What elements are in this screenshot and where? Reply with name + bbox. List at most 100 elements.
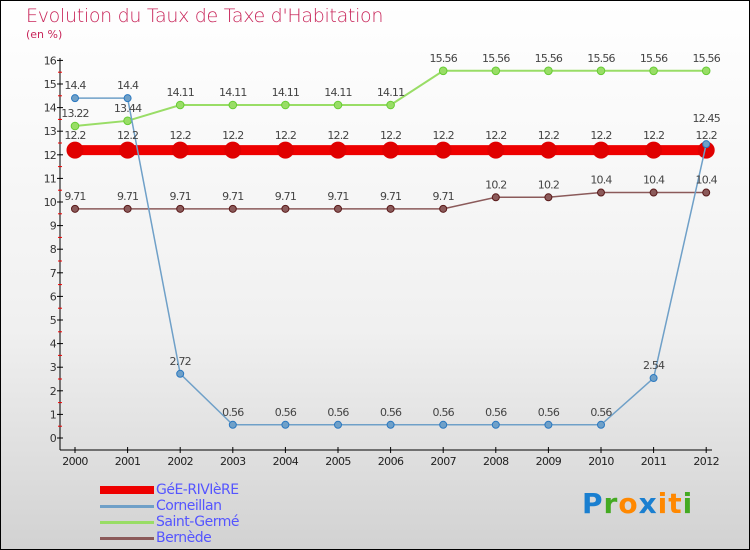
data-label: 10.4 — [590, 174, 612, 187]
x-tick-label: 2004 — [273, 455, 299, 468]
data-label: 12.2 — [117, 129, 138, 142]
data-point — [171, 141, 189, 159]
data-point — [281, 100, 290, 110]
data-point — [649, 188, 658, 197]
data-point — [70, 121, 80, 131]
data-label: 14.11 — [272, 86, 300, 99]
y-tick-label: 15 — [44, 78, 57, 91]
y-tick-label: 1 — [50, 408, 56, 421]
logo-letter: o — [618, 487, 639, 520]
data-point — [123, 204, 132, 213]
x-tick-label: 2007 — [430, 455, 456, 468]
x-tick-label: 2003 — [220, 455, 246, 468]
y-tick-label: 8 — [50, 243, 57, 256]
data-label: 12.2 — [222, 129, 243, 142]
data-point — [386, 204, 395, 213]
x-tick-label: 2001 — [115, 455, 141, 468]
data-point — [438, 66, 448, 76]
data-label: 14.11 — [377, 86, 405, 99]
proxiti-logo: Proxiti — [582, 487, 693, 520]
y-tick-label: 14 — [44, 102, 57, 115]
y-tick-label: 16 — [44, 54, 57, 67]
legend-item: Bernède — [100, 530, 239, 546]
y-tick-label: 9 — [50, 220, 57, 233]
data-label: 15.56 — [692, 52, 720, 65]
data-point — [701, 66, 711, 76]
data-point — [597, 188, 605, 197]
data-point — [175, 100, 185, 110]
data-point — [649, 66, 658, 76]
data-label: 12.45 — [692, 112, 720, 125]
series-bern-de — [71, 188, 711, 213]
x-tick-label: 2006 — [378, 455, 404, 468]
data-label: 15.56 — [482, 52, 510, 65]
data-point — [334, 420, 342, 429]
series-saint-germ- — [70, 66, 711, 131]
data-point — [276, 141, 294, 159]
data-label: 12.2 — [643, 129, 664, 142]
data-point — [649, 374, 658, 383]
data-point — [228, 420, 237, 429]
data-point — [386, 420, 395, 429]
data-label: 2.54 — [643, 359, 665, 372]
data-point — [71, 204, 79, 213]
data-point — [596, 66, 606, 76]
data-label: 12.2 — [590, 129, 611, 142]
data-label: 12.2 — [170, 129, 191, 142]
data-label: 14.4 — [117, 79, 139, 92]
data-label: 14.4 — [64, 79, 86, 92]
data-label: 9.71 — [170, 190, 191, 203]
data-point — [434, 141, 452, 159]
data-point — [329, 141, 347, 159]
data-label: 0.56 — [222, 406, 244, 419]
data-point — [281, 420, 290, 429]
data-label: 0.56 — [590, 406, 612, 419]
data-label: 9.71 — [275, 190, 296, 203]
data-label: 12.2 — [433, 129, 454, 142]
data-label: 10.2 — [538, 178, 559, 191]
data-label: 0.56 — [275, 406, 297, 419]
data-label: 12.2 — [275, 129, 296, 142]
data-point — [592, 141, 610, 159]
legend-label: Bernède — [156, 530, 212, 546]
data-label: 12.2 — [327, 129, 348, 142]
legend: GéE-RIVIèRE Corneillan Saint-Germé Bernède — [100, 482, 240, 546]
x-tick-label: 2010 — [588, 455, 614, 468]
data-label: 15.56 — [429, 52, 457, 65]
logo-letter: P — [582, 487, 604, 520]
chart-title: Evolution du Taux de Taxe d'Habitation — [26, 5, 384, 27]
legend-swatch — [100, 504, 154, 508]
data-label: 9.71 — [64, 190, 85, 203]
data-point — [224, 141, 242, 159]
data-point — [539, 141, 557, 159]
data-point — [176, 369, 185, 378]
data-label: 9.71 — [380, 190, 401, 203]
data-point — [382, 141, 400, 159]
y-tick-label: 13 — [44, 125, 57, 138]
data-label: 0.56 — [380, 406, 402, 419]
data-point — [491, 420, 500, 429]
data-point — [228, 204, 237, 213]
legend-label: Saint-Germé — [156, 514, 240, 530]
data-point — [281, 204, 290, 213]
y-tick-label: 12 — [44, 149, 56, 162]
data-label: 15.56 — [535, 52, 563, 65]
data-point — [439, 204, 448, 213]
legend-swatch — [100, 520, 154, 524]
logo-letter: i — [657, 487, 669, 520]
data-label: 15.56 — [587, 52, 615, 65]
logo-letter: x — [638, 487, 658, 520]
data-label: 12.2 — [380, 129, 401, 142]
legend-item: Saint-Germé — [100, 514, 240, 530]
data-label: 0.56 — [538, 406, 560, 419]
x-tick-label: 2012 — [693, 455, 719, 468]
data-label: 9.71 — [433, 190, 454, 203]
data-label: 9.71 — [222, 190, 243, 203]
y-tick-label: 5 — [50, 314, 57, 327]
legend-label: GéE-RIVIèRE — [156, 482, 239, 498]
y-tick-label: 10 — [44, 196, 57, 209]
series-g-e-rivi-re — [66, 141, 715, 159]
x-tick-label: 2011 — [641, 455, 667, 468]
